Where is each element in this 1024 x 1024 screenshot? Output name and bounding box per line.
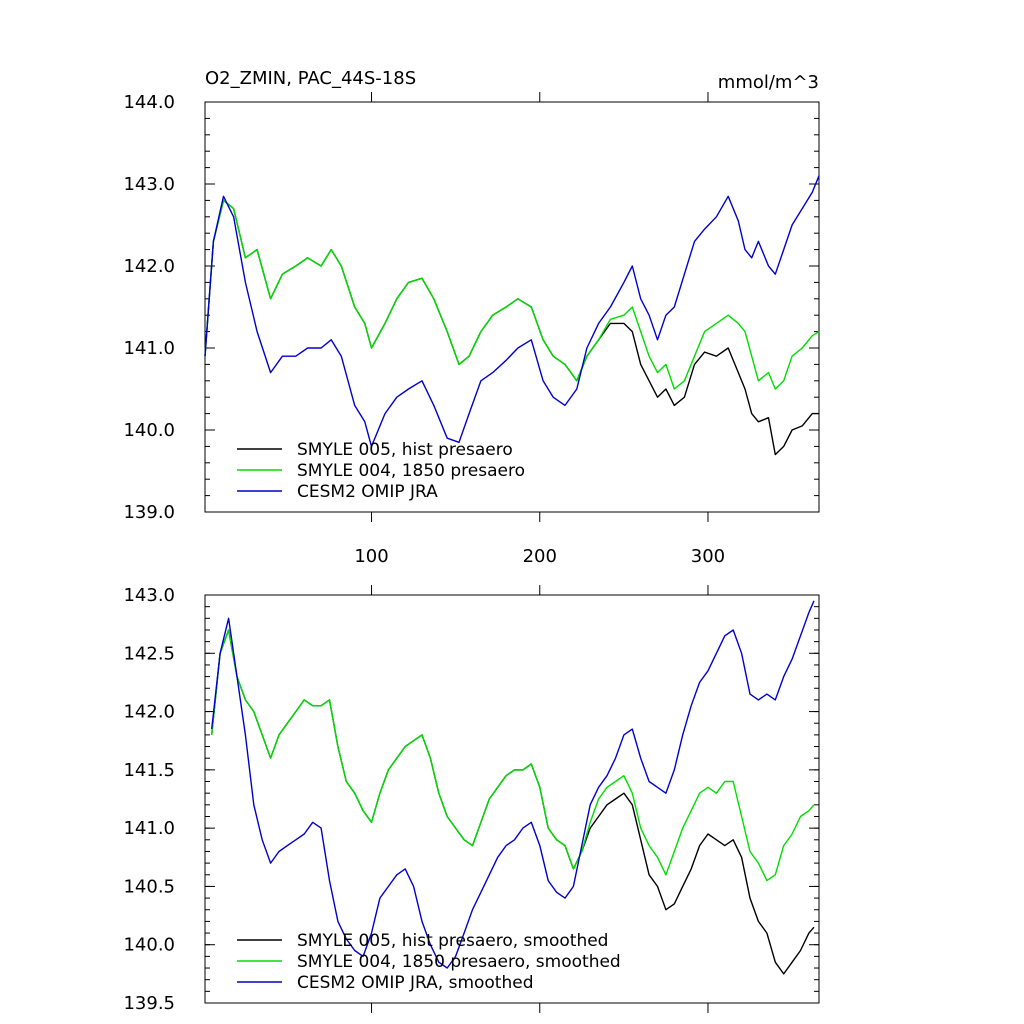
legend-label-2: SMYLE 004, 1850 presaero [297,461,525,481]
legend-label-2: SMYLE 004, 1850 presaero, smoothed [297,952,621,972]
legend-label-3: CESM2 OMIP JRA [297,482,438,502]
x-tick-label: 300 [691,546,725,567]
series-line-3 [211,600,815,969]
y-tick-label: 141.0 [123,338,175,359]
series-line-2 [204,199,820,390]
x-tick-label: 200 [523,546,557,567]
top-panel-units: mmol/m^3 [718,72,819,93]
y-tick-label: 141.5 [123,760,175,781]
top-panel-title: O2_ZMIN, PAC_44S-18S [205,68,416,89]
y-tick-label: 143.0 [123,174,175,195]
bottom-series-lines [211,600,815,975]
bottom-plot-frame [204,594,820,1004]
series-line-1 [211,629,815,975]
top-axis-ticks: 139.0 140.0 141.0 142.0 143.0 144.0 100 200 300 [123,92,819,567]
series-line-1 [204,199,819,456]
x-tick-label: 100 [354,546,388,567]
series-line-2 [211,629,815,882]
y-tick-label: 142.5 [123,643,175,664]
bottom-axis-ticks: 139.5 140.0 140.5 141.0 141.5 142.0 142.5 143.0 [123,585,819,1014]
legend-label-3: CESM2 OMIP JRA, smoothed [297,973,534,993]
y-tick-label: 140.0 [123,420,175,441]
top-series-lines [204,175,820,456]
legend-label-1: SMYLE 005, hist presaero [297,440,513,460]
y-tick-label: 142.0 [123,256,175,277]
top-panel: O2_ZMIN, PAC_44S-18S mmol/m^3 139.0 140.0… [123,68,820,567]
y-tick-label: 139.0 [123,502,175,523]
y-tick-label: 141.0 [123,818,175,839]
legend-label-1: SMYLE 005, hist presaero, smoothed [297,931,608,951]
y-tick-label: 140.5 [123,876,175,897]
top-plot-frame [204,101,820,513]
y-tick-label: 139.5 [123,993,175,1014]
bottom-legend: SMYLE 005, hist presaero, smoothedSMYLE … [237,931,621,993]
y-tick-label: 143.0 [123,585,175,606]
y-tick-label: 140.0 [123,935,175,956]
bottom-panel: 139.5 140.0 140.5 141.0 141.5 142.0 142.5 143.0… [123,585,820,1014]
y-tick-label: 144.0 [123,92,175,113]
series-line-3 [204,175,820,448]
y-tick-label: 142.0 [123,702,175,723]
